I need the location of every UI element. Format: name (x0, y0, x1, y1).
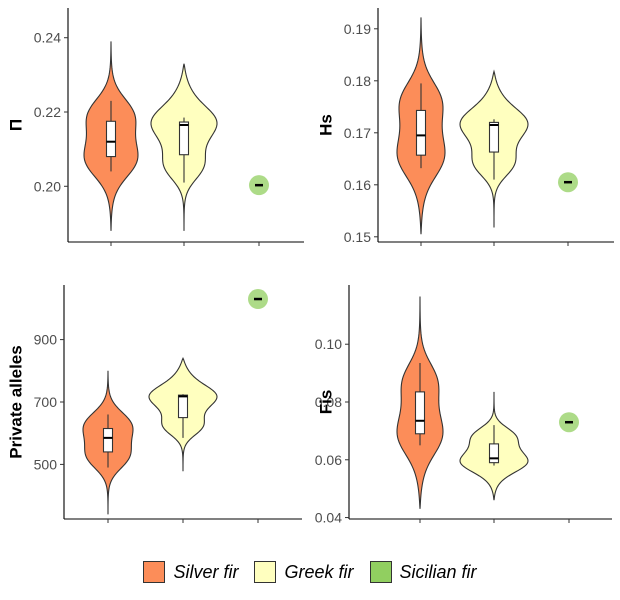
panel-private-alleles-y-tick-label: 500 (34, 456, 58, 472)
panel--y-tick-label: 0.22 (34, 104, 61, 120)
panel-hs-y-axis-title: Hs (317, 114, 336, 136)
panel-private-alleles-y-tick-label: 700 (34, 394, 58, 410)
panel-private-alleles-y-tick-label: 900 (34, 332, 58, 348)
panel-fis-silver-fir-box (414, 391, 426, 435)
legend-label-silver-fir: Silver fir (173, 561, 239, 582)
panel-private-alleles: 500 700 900 Private alleles (7, 285, 302, 523)
panel-fis: 0.04 0.06 0.08 0.10 Fis (315, 285, 612, 526)
panel-hs: 0.15 0.16 0.17 0.18 0.19 Hs (317, 8, 614, 246)
legend-label-greek-fir: Greek fir (284, 561, 354, 582)
panel-hs-y-tick-label: 0.16 (344, 177, 371, 193)
panel--y-tick-label: 0.24 (34, 30, 61, 46)
panel--silver-fir-box (105, 120, 117, 158)
panel-hs-y-tick-label: 0.19 (344, 21, 371, 37)
panel--y-tick-label: 0.20 (34, 178, 61, 194)
legend-item-sicilian-fir: Sicilian fir (369, 561, 477, 583)
panel-private-alleles-y-axis-title: Private alleles (7, 345, 26, 458)
legend-swatch-silver-fir (143, 561, 166, 583)
panel--y-axis-title: Π (7, 119, 26, 131)
panel-fis-greek-fir-box (488, 443, 500, 464)
panel-hs-y-tick-label: 0.15 (344, 229, 371, 245)
panel--greek-fir-box (178, 121, 190, 156)
panel-private-alleles-silver-fir-box (102, 427, 114, 453)
panel-private-alleles-greek-fir-box (177, 394, 189, 419)
panel-fis-y-tick-label: 0.04 (315, 510, 342, 526)
legend-item-greek-fir: Greek fir (254, 561, 354, 583)
legend-item-silver-fir: Silver fir (143, 561, 238, 583)
legend: Silver fir Greek fir Sicilian fir (0, 556, 620, 588)
panel-hs-silver-fir-box (415, 109, 427, 156)
panel-fis-y-tick-label: 0.10 (315, 336, 342, 352)
panel-hs-greek-fir-box (488, 121, 500, 153)
panel-: 0.20 0.22 0.24 Π (7, 8, 304, 246)
legend-swatch-greek-fir (254, 561, 277, 583)
panel-fis-y-axis-title: Fis (317, 390, 336, 415)
panel-hs-y-tick-label: 0.18 (344, 73, 371, 89)
legend-swatch-sicilian-fir (369, 561, 392, 583)
panel-hs-y-tick-label: 0.17 (344, 125, 371, 141)
panel-fis-y-tick-label: 0.08 (315, 394, 342, 410)
legend-label-sicilian-fir: Sicilian fir (399, 561, 477, 582)
panel-fis-y-tick-label: 0.06 (315, 452, 342, 468)
